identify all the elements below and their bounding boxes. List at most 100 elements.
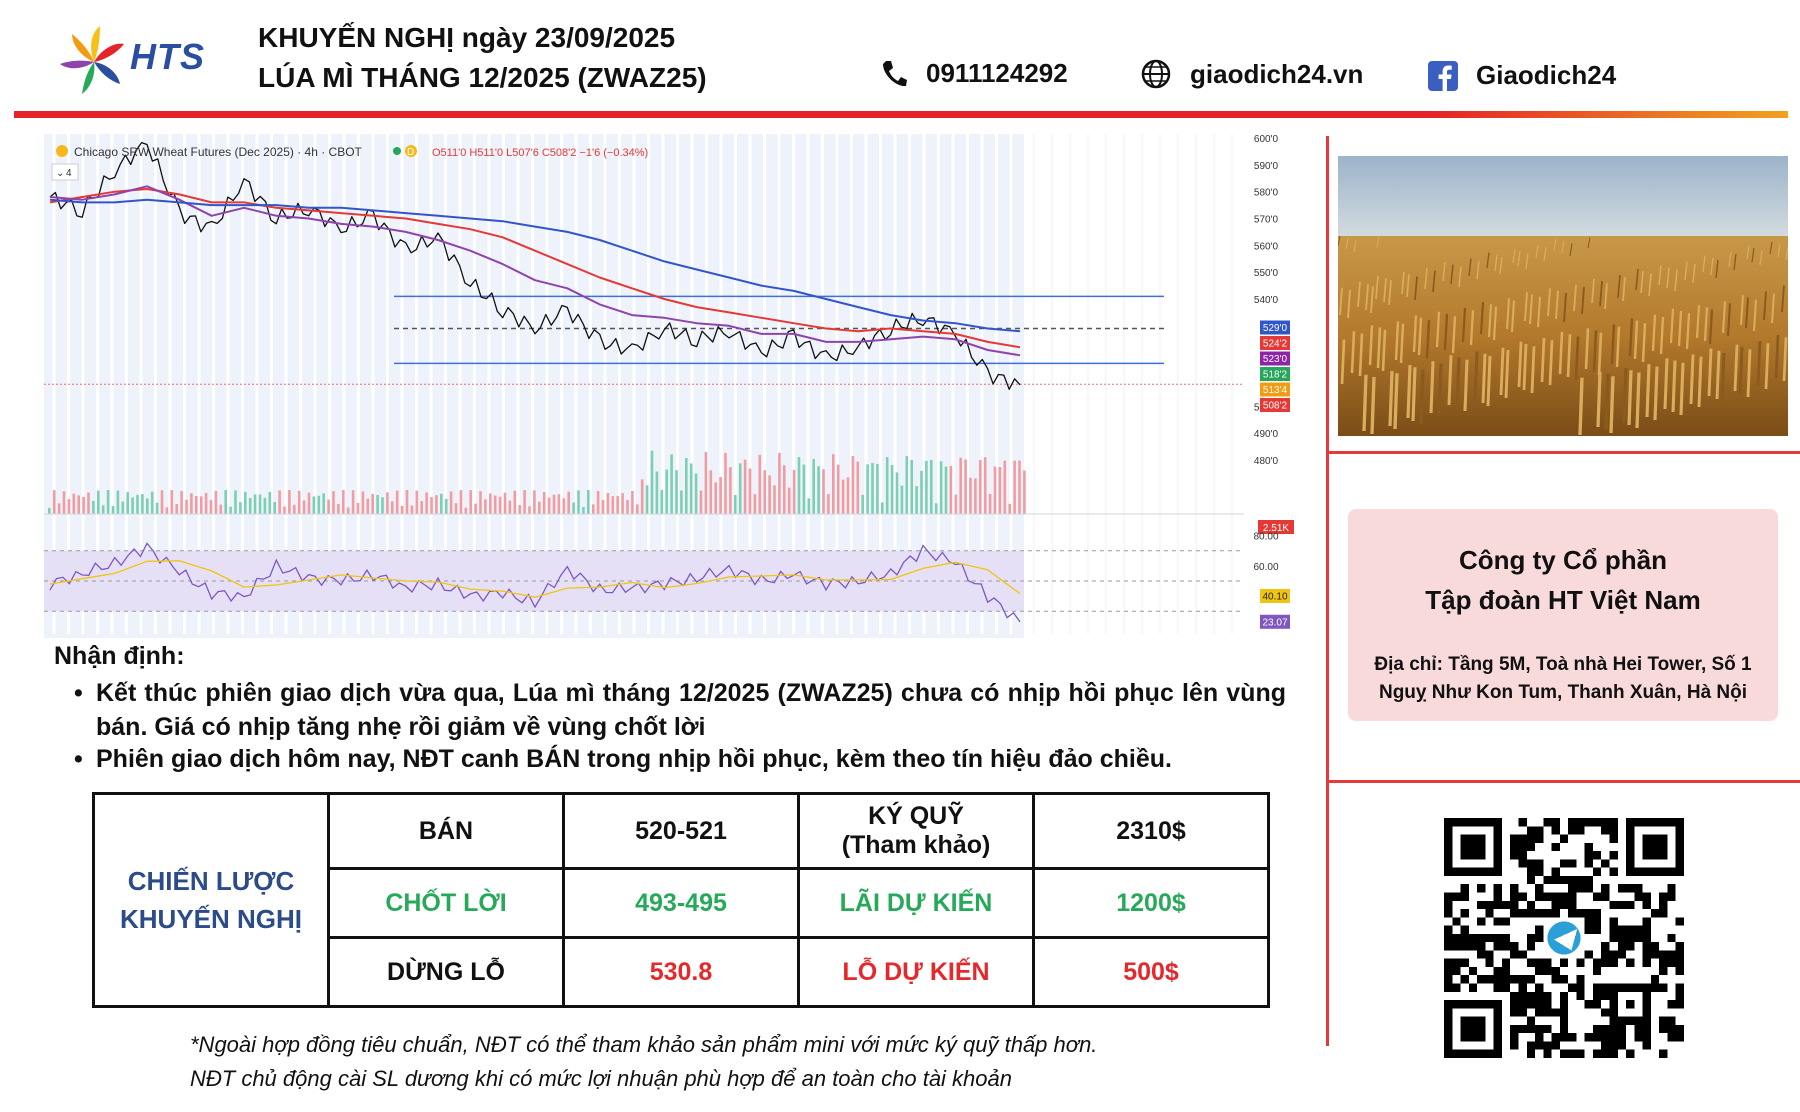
qr-module bbox=[1592, 892, 1602, 901]
qr-module bbox=[1559, 975, 1569, 984]
volume-bar bbox=[876, 464, 879, 514]
qr-module bbox=[1444, 983, 1453, 992]
facebook-contact[interactable]: Giaodich24 bbox=[1428, 60, 1616, 91]
price-chart: 600'0590'0580'0570'0560'0550'0540'0500'0… bbox=[44, 134, 1300, 638]
qr-module bbox=[1510, 884, 1519, 893]
wheat-stalk bbox=[1370, 286, 1374, 314]
wheat-stalk bbox=[1365, 283, 1369, 311]
qr-module bbox=[1526, 1024, 1536, 1034]
website-contact[interactable]: giaodich24.vn bbox=[1140, 58, 1363, 90]
volume-bar bbox=[577, 490, 580, 514]
phone-contact[interactable]: 0911124292 bbox=[880, 58, 1068, 89]
wheat-stalk bbox=[1599, 280, 1603, 307]
brand-name: HTS bbox=[130, 36, 205, 77]
website-link[interactable]: giaodich24.vn bbox=[1190, 58, 1364, 89]
qr-module bbox=[1526, 1049, 1536, 1058]
price-tick-label: 580'0 bbox=[1254, 188, 1279, 199]
volume-bar bbox=[925, 460, 928, 514]
wheat-stalk bbox=[1604, 373, 1610, 431]
qr-module bbox=[1477, 950, 1486, 959]
stop-loss-label: DỪNG LỖ bbox=[327, 936, 565, 1008]
qr-module bbox=[1535, 884, 1544, 893]
volume-bar bbox=[836, 464, 840, 514]
qr-module bbox=[1518, 1000, 1527, 1009]
stop-loss-value: 530.8 bbox=[562, 936, 800, 1008]
price-tag bbox=[1260, 351, 1290, 366]
qr-module bbox=[1452, 892, 1461, 901]
symbol-icon bbox=[56, 145, 68, 157]
wheat-stalk bbox=[1581, 286, 1585, 315]
wheat-stalk bbox=[1338, 235, 1341, 247]
qr-module bbox=[1551, 966, 1560, 976]
company-address: Địa chỉ: Tầng 5M, Toà nhà Hei Tower, Số … bbox=[1374, 654, 1752, 703]
qr-module bbox=[1535, 966, 1544, 976]
qr-module bbox=[1559, 991, 1569, 1001]
volume-bar bbox=[72, 493, 76, 514]
volume-bar bbox=[57, 503, 61, 514]
volume-bars bbox=[44, 450, 1244, 515]
volume-bar bbox=[660, 489, 664, 514]
wheat-stalk bbox=[1641, 322, 1647, 363]
qr-module bbox=[1543, 818, 1552, 827]
qr-module bbox=[1650, 942, 1660, 951]
facebook-link[interactable]: Giaodich24 bbox=[1476, 60, 1617, 90]
wheat-stalk bbox=[1442, 262, 1446, 282]
qr-module bbox=[1659, 983, 1668, 992]
qr-module bbox=[1601, 1049, 1610, 1058]
volume-bar bbox=[268, 491, 272, 514]
hts-logo bbox=[60, 26, 124, 94]
qr-module bbox=[1535, 909, 1544, 918]
qr-module bbox=[1551, 909, 1560, 918]
wheat-stalk bbox=[1339, 287, 1343, 316]
volume-bar bbox=[288, 490, 291, 514]
price-tick-label: 490'0 bbox=[1254, 429, 1279, 440]
wheat-stalk bbox=[1597, 332, 1603, 376]
volume-bar bbox=[719, 477, 722, 514]
qr-module bbox=[1609, 900, 1618, 910]
volume-bar bbox=[763, 470, 766, 514]
volume-bar bbox=[361, 491, 365, 514]
wheat-stalk bbox=[1574, 336, 1580, 381]
volume-bar bbox=[214, 490, 218, 514]
qr-module bbox=[1609, 925, 1618, 934]
wheat-stalk bbox=[1744, 297, 1750, 329]
rsi-tick-label: 80.00 bbox=[1253, 532, 1278, 543]
volume-bar bbox=[464, 507, 468, 514]
qr-module bbox=[1460, 958, 1469, 967]
qr-module bbox=[1592, 851, 1602, 860]
volume-bar bbox=[248, 498, 252, 514]
qr-module bbox=[1501, 933, 1511, 943]
qr-module bbox=[1535, 892, 1544, 901]
qr-module bbox=[1609, 1024, 1618, 1034]
footnote-mini-contract: *Ngoài hợp đồng tiêu chuẩn, NĐT có thể t… bbox=[190, 1032, 1098, 1057]
wheat-stalk bbox=[1376, 236, 1380, 248]
volume-bar bbox=[234, 490, 237, 514]
wheat-stalk bbox=[1752, 299, 1758, 332]
wheat-stalk bbox=[1738, 346, 1744, 395]
qr-module bbox=[1535, 958, 1544, 967]
volume-bar bbox=[964, 459, 967, 514]
qr-module bbox=[1592, 1000, 1602, 1009]
qr-module bbox=[1659, 966, 1668, 976]
sell-range: 520-521 bbox=[562, 792, 800, 870]
indicator-toggle[interactable] bbox=[51, 163, 79, 181]
phone-icon bbox=[883, 60, 907, 86]
qr-module bbox=[1568, 818, 1577, 827]
volume-bar bbox=[538, 501, 541, 514]
qr-module bbox=[1510, 1024, 1519, 1034]
telegram-qr-code[interactable] bbox=[1444, 818, 1684, 1058]
wheat-stalk bbox=[1666, 267, 1670, 289]
qr-module bbox=[1559, 900, 1569, 910]
wheat-stalk bbox=[1487, 304, 1493, 338]
wheat-stalk bbox=[1494, 254, 1498, 272]
phone-number[interactable]: 0911124292 bbox=[926, 58, 1068, 88]
volume-bar bbox=[469, 490, 472, 514]
wheat-stalk bbox=[1350, 331, 1356, 374]
volume-bar bbox=[650, 450, 654, 514]
qr-module bbox=[1568, 826, 1577, 835]
wheat-stalk bbox=[1635, 372, 1641, 429]
qr-module bbox=[1675, 1024, 1684, 1034]
volume-bar bbox=[430, 497, 433, 514]
volume-bar bbox=[244, 491, 247, 514]
facebook-icon bbox=[1428, 60, 1458, 91]
